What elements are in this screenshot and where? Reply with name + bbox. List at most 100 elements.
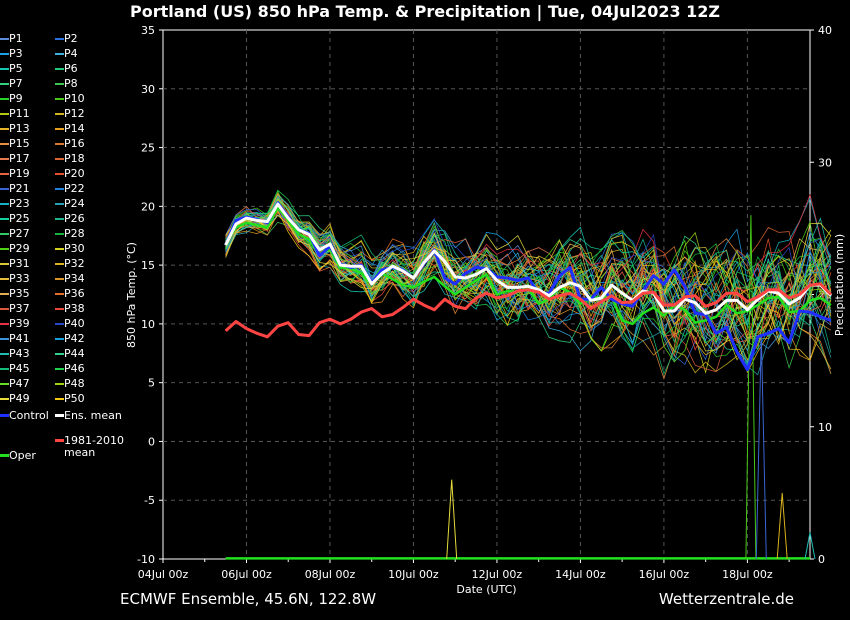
precip-spike	[446, 479, 458, 560]
legend-swatch	[0, 113, 9, 115]
legend-swatch	[0, 398, 9, 400]
legend-swatch	[55, 38, 64, 40]
legend-label: P30	[64, 242, 85, 255]
member-line-P50	[225, 210, 832, 362]
legend-climate-mean-line2: mean	[64, 446, 96, 459]
legend-label: P36	[64, 287, 85, 300]
legend-label: P48	[64, 377, 85, 390]
legend-swatch	[0, 248, 9, 250]
legend-label: P2	[64, 32, 78, 45]
legend-label: Ens. mean	[64, 409, 122, 422]
legend-label: P38	[64, 302, 85, 315]
legend-swatch	[0, 338, 9, 340]
legend-swatch	[55, 353, 64, 355]
legend-label: Oper	[9, 449, 36, 462]
legend-label: P4	[64, 47, 78, 60]
precip-spike	[745, 215, 757, 560]
legend-swatch	[0, 53, 9, 55]
legend-label: P50	[64, 392, 85, 405]
legend-label: P43	[9, 347, 30, 360]
legend-swatch	[55, 218, 64, 220]
legend-label: P19	[9, 167, 30, 180]
legend-swatch	[0, 233, 9, 235]
legend-label: P24	[64, 197, 85, 210]
legend-label: P42	[64, 332, 85, 345]
legend-label: P45	[9, 362, 30, 375]
y-axis-label: 850 hPa Temp. (°C)	[125, 242, 138, 348]
legend-swatch	[0, 203, 9, 205]
legend-swatch	[55, 263, 64, 265]
legend-swatch	[55, 53, 64, 55]
legend-label: P23	[9, 197, 30, 210]
legend-swatch	[0, 158, 9, 160]
legend-swatch	[55, 143, 64, 145]
legend-swatch	[55, 308, 64, 310]
legend-label: P29	[9, 242, 30, 255]
y2-tick-label: 30	[818, 156, 832, 169]
legend-label: P39	[9, 317, 30, 330]
legend-label: P34	[64, 272, 85, 285]
legend-swatch	[0, 368, 9, 370]
series-line-1981-2010-mean	[224, 282, 832, 339]
x-tick-label: 16Jul 00z	[639, 568, 690, 581]
y-tick-label: 10	[141, 318, 155, 331]
y-tick-label: 35	[141, 24, 155, 37]
legend-label: P18	[64, 152, 85, 165]
y-tick-label: 5	[148, 377, 155, 390]
y2-tick-label: 10	[818, 421, 832, 434]
legend-swatch	[55, 414, 64, 417]
legend-label: P9	[9, 92, 23, 105]
legend-label: P1	[9, 32, 23, 45]
legend-label: 1981-2010	[64, 434, 124, 447]
legend-label: P49	[9, 392, 30, 405]
precip-spike	[776, 492, 788, 560]
legend-swatch	[0, 353, 9, 355]
legend-label: P44	[64, 347, 85, 360]
legend-label: P20	[64, 167, 85, 180]
model-source-label: ECMWF Ensemble, 45.6N, 122.8W	[120, 590, 377, 608]
y2-tick-label: 0	[818, 553, 825, 566]
x-axis-label: Date (UTC)	[456, 583, 516, 596]
legend-swatch	[55, 383, 64, 385]
legend-label: P13	[9, 122, 30, 135]
series-line-ens-mean	[224, 202, 832, 315]
legend-swatch	[55, 158, 64, 160]
legend-swatch	[0, 454, 9, 457]
legend-label: P5	[9, 62, 23, 75]
legend-label: P12	[64, 107, 85, 120]
legend-swatch	[55, 338, 64, 340]
legend-label: P46	[64, 362, 85, 375]
legend-label: P7	[9, 77, 23, 90]
x-tick-label: 04Jul 00z	[138, 568, 189, 581]
legend-swatch	[0, 83, 9, 85]
legend-label: P35	[9, 287, 30, 300]
series-line-control	[224, 201, 832, 372]
legend-label: P10	[64, 92, 85, 105]
y-tick-label: 25	[141, 142, 155, 155]
member-line-P15	[225, 194, 832, 380]
legend-label: P31	[9, 257, 30, 270]
legend-swatch	[0, 68, 9, 70]
member-line-P13	[225, 192, 832, 374]
legend-swatch	[55, 68, 64, 70]
legend-label: P26	[64, 212, 85, 225]
legend-swatch	[0, 278, 9, 280]
legend-label: P47	[9, 377, 30, 390]
y-tick-label: 20	[141, 200, 155, 213]
legend-label: P21	[9, 182, 30, 195]
legend-label: P8	[64, 77, 78, 90]
precip-spike	[755, 334, 767, 560]
legend-swatch	[55, 113, 64, 115]
legend-swatch	[55, 323, 64, 325]
legend-swatch	[0, 128, 9, 130]
legend-swatch	[0, 173, 9, 175]
y-tick-label: -5	[144, 494, 155, 507]
legend-label: P32	[64, 257, 85, 270]
legend-swatch	[55, 83, 64, 85]
x-tick-label: 18Jul 00z	[722, 568, 773, 581]
legend-label: P40	[64, 317, 85, 330]
x-tick-label: 12Jul 00z	[472, 568, 523, 581]
chart-title: Portland (US) 850 hPa Temp. & Precipitat…	[129, 2, 721, 21]
legend-label: P28	[64, 227, 85, 240]
